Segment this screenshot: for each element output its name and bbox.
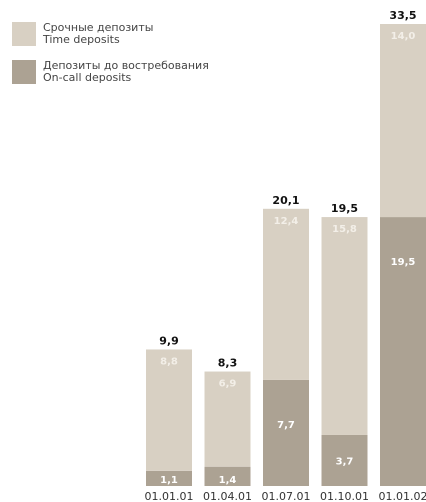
data-label-oncall-1: 1,4 xyxy=(219,475,237,486)
legend-label-oncall-deposits-en: On-call deposits xyxy=(43,71,132,84)
data-label-time-3: 15,8 xyxy=(332,224,357,235)
legend-label-oncall-deposits-ru: Депозиты до востребования xyxy=(43,59,209,72)
total-label-2: 20,1 xyxy=(272,194,299,207)
legend-swatch-time-deposits xyxy=(12,22,36,46)
total-label-3: 19,5 xyxy=(331,202,358,215)
legend-label-time-deposits: Срочные депозиты Time deposits xyxy=(43,22,153,46)
data-label-time-0: 8,8 xyxy=(160,356,178,367)
data-label-oncall-4: 19,5 xyxy=(391,257,416,268)
data-label-oncall-0: 1,1 xyxy=(160,475,178,486)
data-label-oncall-2: 7,7 xyxy=(277,420,295,431)
legend-label-time-deposits-ru: Срочные депозиты xyxy=(43,21,154,34)
x-tick-label-2: 01.07.01 xyxy=(262,490,311,502)
data-label-oncall-3: 3,7 xyxy=(336,456,354,467)
bar-time-0 xyxy=(146,349,192,471)
bar-oncall-2 xyxy=(263,379,309,486)
data-label-time-2: 12,4 xyxy=(274,216,299,227)
bar-oncall-4 xyxy=(380,217,426,486)
total-label-4: 33,5 xyxy=(389,9,416,22)
data-label-time-4: 14,0 xyxy=(391,31,416,42)
data-label-time-1: 6,9 xyxy=(219,379,237,390)
bar-oncall-0 xyxy=(146,470,192,486)
legend-swatch-oncall-deposits xyxy=(12,60,36,84)
bar-oncall-1 xyxy=(204,466,251,486)
x-tick-label-0: 01.01.01 xyxy=(145,490,194,502)
bar-time-1 xyxy=(204,371,251,467)
total-label-1: 8,3 xyxy=(218,357,238,370)
legend-label-time-deposits-en: Time deposits xyxy=(43,33,120,46)
bar-time-4 xyxy=(380,24,426,218)
x-tick-label-1: 01.04.01 xyxy=(203,490,252,502)
legend-label-oncall-deposits: Депозиты до востребования On-call deposi… xyxy=(43,60,209,84)
x-tick-label-4: 01.01.02 xyxy=(379,490,426,502)
bar-oncall-3 xyxy=(321,434,368,486)
x-tick-label-3: 01.10.01 xyxy=(320,490,369,502)
bar-time-3 xyxy=(321,217,368,435)
total-label-0: 9,9 xyxy=(159,334,179,347)
bar-time-2 xyxy=(263,208,309,380)
